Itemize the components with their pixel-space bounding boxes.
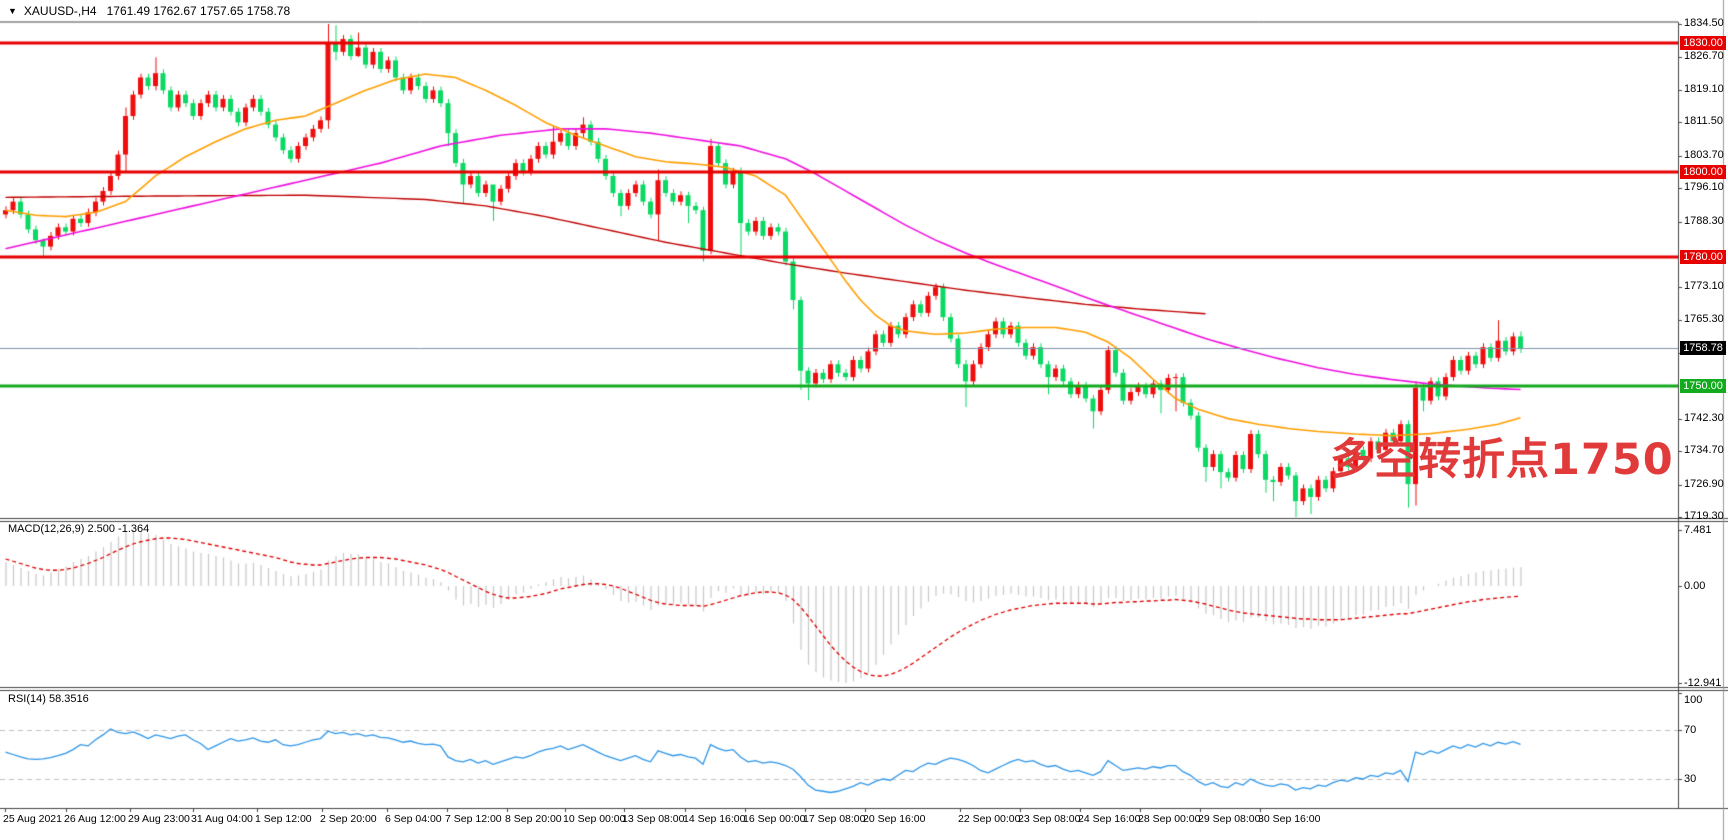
time-axis-label: 8 Sep 20:00 [505, 813, 562, 825]
time-axis-label: 23 Sep 08:00 [1018, 813, 1081, 825]
price-axis-label: 1765.30 [1684, 313, 1724, 326]
time-axis-label: 28 Sep 00:00 [1138, 813, 1201, 825]
rsi-axis-label: 100 [1684, 694, 1703, 706]
symbol-timeframe-label: XAUUSD-,H4 [23, 4, 97, 18]
rsi-axis-label: 30 [1684, 773, 1697, 785]
price-tag-label: 1800.00 [1680, 164, 1726, 179]
time-axis-label: 25 Aug 2021 [3, 813, 62, 825]
rsi-axis-label: 70 [1684, 724, 1697, 736]
price-axis-label: 1734.70 [1684, 444, 1724, 457]
time-axis-label: 14 Sep 16:00 [683, 813, 746, 825]
price-axis-label: 1788.30 [1684, 214, 1724, 227]
price-axis-label: 1826.70 [1684, 50, 1724, 63]
time-axis-label: 17 Sep 08:00 [803, 813, 866, 825]
time-axis-label: 26 Aug 12:00 [64, 813, 126, 825]
price-axis-label: 1796.10 [1684, 181, 1724, 194]
chevron-down-icon[interactable]: ▼ [8, 6, 17, 16]
macd-axis-label: -12.941 [1684, 677, 1722, 690]
price-axis-label: 1726.90 [1684, 477, 1724, 490]
time-axis-label: 13 Sep 08:00 [622, 813, 685, 825]
symbol-header: ▼ XAUUSD-,H4 1761.49 1762.67 1757.65 175… [8, 3, 290, 19]
macd-indicator-label: MACD(12,26,9) 2.500 -1.364 [8, 523, 150, 535]
rsi-indicator-label: RSI(14) 58.3516 [8, 693, 89, 705]
time-axis-label: 20 Sep 16:00 [863, 813, 926, 825]
price-axis-label: 1819.10 [1684, 82, 1724, 95]
time-axis-label: 1 Sep 12:00 [255, 813, 312, 825]
time-axis-label: 6 Sep 04:00 [385, 813, 442, 825]
time-axis-label: 29 Sep 08:00 [1198, 813, 1261, 825]
time-axis-label: 30 Sep 16:00 [1258, 813, 1321, 825]
time-axis-label: 22 Sep 00:00 [958, 813, 1021, 825]
price-axis-label: 1834.50 [1684, 17, 1724, 29]
price-axis-label: 1719.30 [1684, 510, 1724, 523]
ohlc-readout: 1761.49 1762.67 1757.65 1758.78 [106, 4, 291, 18]
macd-axis-label: 7.481 [1684, 523, 1712, 536]
time-axis-label: 31 Aug 04:00 [191, 813, 253, 825]
time-axis-label: 10 Sep 00:00 [563, 813, 626, 825]
price-axis-label: 1742.30 [1684, 411, 1724, 424]
price-axis-label: 1803.70 [1684, 148, 1724, 161]
price-tag-label: 1830.00 [1680, 36, 1726, 51]
time-axis-label: 2 Sep 20:00 [320, 813, 377, 825]
macd-axis-label: 0.00 [1684, 580, 1706, 592]
chart-text-annotation[interactable]: 多空转折点1750 [1330, 435, 1674, 485]
price-tag-label: 1750.00 [1680, 378, 1726, 393]
price-axis-label: 1773.10 [1684, 279, 1724, 292]
price-axis-label: 1811.50 [1684, 115, 1723, 128]
time-axis-label: 24 Sep 16:00 [1078, 813, 1141, 825]
time-axis-label: 7 Sep 12:00 [445, 813, 502, 825]
price-tag-label: 1780.00 [1680, 250, 1726, 265]
price-tag-label: 1758.78 [1680, 341, 1726, 356]
time-axis-label: 29 Aug 23:00 [128, 813, 190, 825]
time-axis-label: 16 Sep 00:00 [743, 813, 806, 825]
